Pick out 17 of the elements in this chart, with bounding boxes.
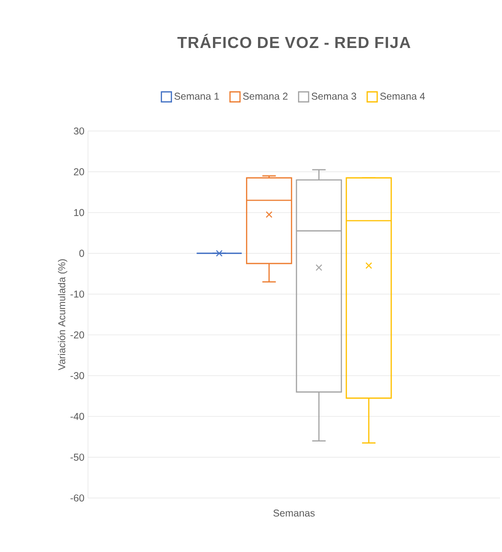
y-tick-label: -10 [70,290,84,298]
y-tick-label: 20 [74,168,84,176]
y-tick-label: -40 [70,412,84,420]
y-tick-label: -20 [70,331,84,338]
chart-title: TRÁFICO DE VOZ - RED FIJA [177,34,410,48]
y-tick-label: 30 [74,127,84,135]
y-tick-label: 10 [74,209,84,216]
legend-label: Semana 2 [243,92,288,100]
y-tick-label: -60 [70,494,84,502]
y-tick-label: 0 [79,250,84,257]
legend-label: Semana 4 [380,92,425,100]
y-tick-label: -30 [70,372,84,380]
y-axis-title: Variación Acumulada (%) [58,259,68,370]
legend-label: Semana 1 [174,92,219,100]
legend-label: Semana 3 [312,92,356,100]
y-tick-label: -50 [70,454,84,461]
x-axis-title: Semanas [273,510,315,517]
